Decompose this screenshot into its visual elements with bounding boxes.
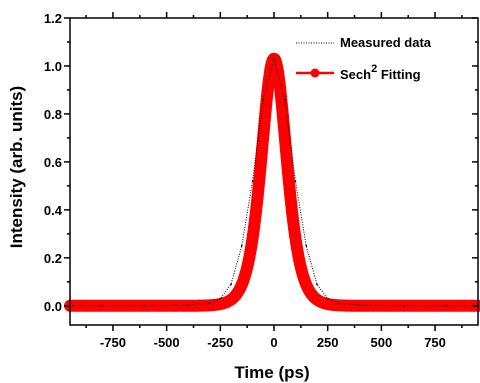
x-tick-label: 0	[270, 335, 277, 350]
series-measured-line	[70, 56, 478, 307]
measured-point	[316, 283, 318, 286]
measured-point	[262, 98, 265, 101]
x-tick-label: -500	[154, 335, 180, 350]
legend-fit-label-sup: 2	[371, 63, 377, 75]
y-tick-label: 0.8	[44, 107, 62, 122]
x-tick-label: -750	[100, 335, 126, 350]
measured-point	[273, 57, 275, 60]
measured-point	[101, 305, 104, 307]
measured-point	[444, 305, 447, 307]
measured-point	[219, 297, 222, 300]
x-tick-label: 750	[424, 335, 446, 350]
plot-area	[64, 52, 480, 312]
measured-point	[359, 304, 361, 306]
measured-point	[294, 180, 297, 182]
y-tick-label: 0.0	[44, 299, 62, 314]
legend-fit-marker	[310, 68, 320, 78]
measured-point	[337, 302, 340, 305]
measured-point	[230, 283, 232, 286]
series-fit-line	[64, 52, 480, 312]
measured-point	[187, 304, 189, 306]
y-tick-label: 0.4	[44, 203, 63, 218]
measured-point	[305, 245, 308, 247]
legend-fit-label-suffix: Fitting	[377, 67, 420, 82]
legend-measured-label: Measured data	[340, 35, 432, 50]
measured-point	[283, 98, 286, 101]
y-tick-label: 1.2	[44, 11, 62, 26]
measured-point	[208, 302, 211, 305]
x-tick-label: 250	[317, 335, 339, 350]
y-axis-title: Intensity (arb. units)	[7, 86, 26, 248]
measured-point	[251, 180, 254, 182]
legend-fit-label-base: Sech	[340, 67, 371, 82]
y-tick-label: 0.6	[44, 155, 62, 170]
measured-point	[326, 297, 329, 300]
legend-fit-label: Sech2 Fitting	[340, 63, 421, 82]
measured-point	[240, 245, 243, 247]
legend: Measured data Sech2 Fitting	[296, 35, 432, 82]
y-tick-label: 1.0	[44, 59, 62, 74]
measured-point	[402, 305, 404, 307]
x-tick-label: -250	[207, 335, 233, 350]
x-tick-label: 500	[371, 335, 393, 350]
measured-point	[144, 305, 146, 307]
y-tick-label: 0.2	[44, 251, 62, 266]
axis-ticks: -750 -500 -250 0 250 500 750 0.0 0.2 0.4 0.6 0.8 1.0…	[44, 11, 478, 350]
x-axis-title: Time (ps)	[234, 363, 309, 382]
